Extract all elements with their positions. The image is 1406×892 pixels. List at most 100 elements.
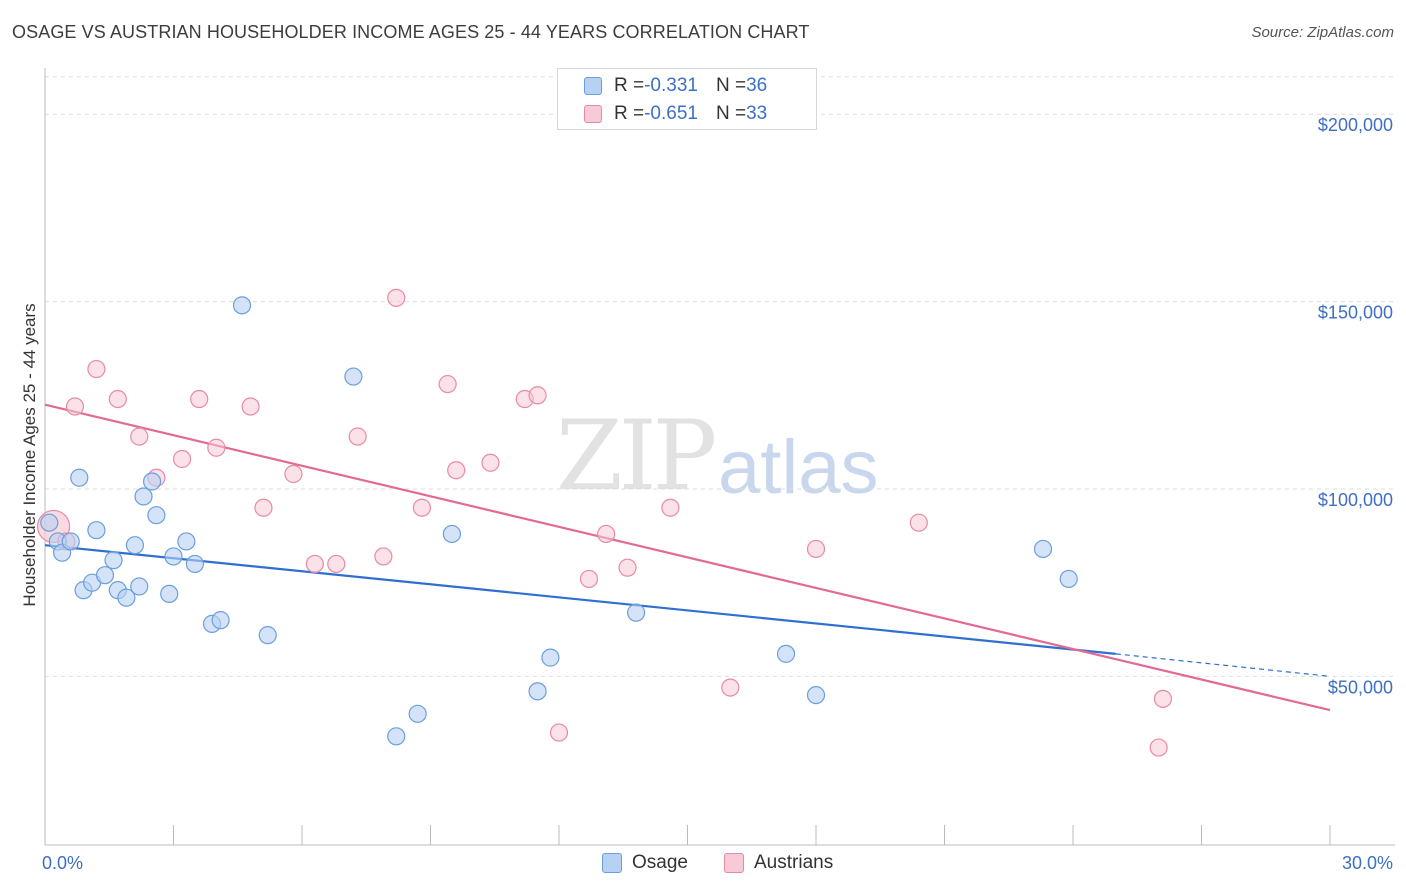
point-osage[interactable] — [258, 626, 277, 645]
point-austrians[interactable] — [172, 449, 192, 469]
point-austrians[interactable] — [65, 397, 85, 416]
point-austrians[interactable] — [348, 427, 367, 446]
point-osage[interactable] — [70, 468, 89, 487]
n-value: 36 — [746, 75, 768, 96]
x-tick-label: 30.0% — [1342, 853, 1393, 873]
point-austrians[interactable] — [618, 558, 637, 577]
watermark-atlas: atlas — [718, 425, 879, 510]
point-austrians[interactable] — [207, 438, 226, 457]
point-osage[interactable] — [95, 566, 115, 585]
n-value: 33 — [746, 103, 768, 124]
r-value: -0.651 — [644, 103, 698, 124]
point-osage[interactable] — [160, 584, 179, 604]
point-austrians[interactable] — [721, 678, 740, 697]
stats-legend: R = -0.331 N = 36 R = -0.651 N = 33 — [557, 68, 817, 130]
y-axis-label: Householder Income Ages 25 - 44 years — [20, 303, 39, 607]
y-tick-label: $100,000 — [1318, 490, 1393, 510]
point-osage[interactable] — [344, 367, 363, 386]
axes — [44, 68, 1395, 846]
point-osage[interactable] — [40, 513, 59, 532]
point-austrians[interactable] — [241, 397, 260, 416]
point-osage[interactable] — [87, 521, 106, 540]
osage-legend-swatch — [602, 853, 622, 873]
point-austrians[interactable] — [579, 569, 599, 589]
point-austrians[interactable] — [387, 288, 406, 307]
point-osage[interactable] — [61, 532, 80, 551]
point-osage[interactable] — [211, 611, 230, 630]
point-austrians[interactable] — [549, 723, 569, 742]
y-tick-label: $150,000 — [1318, 303, 1393, 323]
legend-item-osage[interactable]: Osage — [602, 852, 688, 874]
point-austrians[interactable] — [438, 374, 457, 394]
point-austrians[interactable] — [284, 464, 303, 484]
point-osage[interactable] — [776, 644, 796, 663]
point-austrians[interactable] — [412, 498, 432, 517]
austrians-legend-swatch — [724, 853, 744, 873]
point-austrians[interactable] — [87, 359, 106, 379]
x-tick-label: 0.0% — [42, 853, 83, 873]
point-osage[interactable] — [528, 682, 547, 701]
osage-swatch — [584, 77, 602, 95]
point-austrians[interactable] — [1149, 738, 1168, 757]
point-osage[interactable] — [117, 588, 136, 607]
point-austrians[interactable] — [661, 498, 680, 517]
trend-line-austrians — [44, 403, 1331, 712]
series-legend: Osage Austrians — [0, 852, 1406, 878]
point-osage[interactable] — [387, 727, 406, 746]
y-tick-label: $50,000 — [1328, 677, 1393, 697]
point-osage[interactable] — [142, 472, 162, 491]
point-austrians[interactable] — [597, 524, 616, 544]
point-osage[interactable] — [185, 554, 205, 574]
y-tick-label: $200,000 — [1318, 115, 1393, 135]
legend-label-osage: Osage — [632, 852, 688, 873]
point-osage[interactable] — [134, 487, 153, 506]
n-label: N = — [715, 75, 747, 96]
point-osage[interactable] — [147, 506, 166, 525]
point-austrians[interactable] — [374, 547, 393, 566]
n-label: N = — [715, 103, 747, 124]
point-austrians[interactable] — [305, 554, 324, 574]
point-austrians[interactable] — [481, 453, 500, 472]
point-austrians[interactable] — [447, 461, 466, 480]
point-osage[interactable] — [442, 524, 462, 544]
r-label: R = — [614, 75, 645, 96]
point-osage[interactable] — [125, 536, 145, 555]
point-austrians[interactable] — [130, 427, 149, 446]
point-osage[interactable] — [130, 577, 149, 596]
point-osage[interactable] — [626, 603, 646, 622]
grid-lines — [45, 76, 1395, 677]
point-austrians[interactable] — [190, 389, 209, 409]
point-austrians[interactable] — [909, 513, 928, 532]
austrians-swatch — [584, 105, 602, 123]
point-osage[interactable] — [164, 547, 183, 566]
point-osage[interactable] — [541, 648, 560, 667]
stats-row-osage: R = -0.331 N = 36 — [584, 72, 767, 100]
trend-line-osage-extension — [1115, 653, 1331, 677]
point-austrians[interactable] — [254, 498, 273, 517]
chart-source: Source: ZipAtlas.com — [1251, 24, 1394, 41]
r-value: -0.331 — [644, 75, 698, 96]
point-austrians[interactable] — [528, 386, 547, 405]
point-osage[interactable] — [177, 532, 196, 551]
point-osage[interactable] — [806, 685, 826, 705]
legend-label-austrians: Austrians — [754, 852, 834, 873]
chart-title: OSAGE VS AUSTRIAN HOUSEHOLDER INCOME AGE… — [12, 22, 810, 42]
point-austrians[interactable] — [806, 539, 826, 559]
point-osage[interactable] — [232, 296, 252, 315]
trend-line-osage — [44, 544, 1116, 655]
point-austrians[interactable] — [1153, 689, 1173, 708]
point-osage[interactable] — [408, 704, 427, 723]
stats-row-austrians: R = -0.651 N = 33 — [584, 100, 767, 128]
point-osage[interactable] — [1033, 539, 1053, 559]
point-osage[interactable] — [104, 551, 123, 570]
data-points — [36, 288, 1173, 757]
r-label: R = — [614, 103, 645, 124]
watermark-zip: ZIP — [556, 400, 717, 512]
legend-item-austrians[interactable]: Austrians — [724, 852, 833, 874]
point-austrians[interactable] — [108, 389, 127, 409]
tick-labels: $50,000 $100,000 $150,000 $200,000 0.0% 30.0% — [42, 115, 1393, 873]
trend-lines — [44, 403, 1331, 712]
point-austrians[interactable] — [327, 554, 346, 574]
point-osage[interactable] — [1059, 569, 1078, 589]
